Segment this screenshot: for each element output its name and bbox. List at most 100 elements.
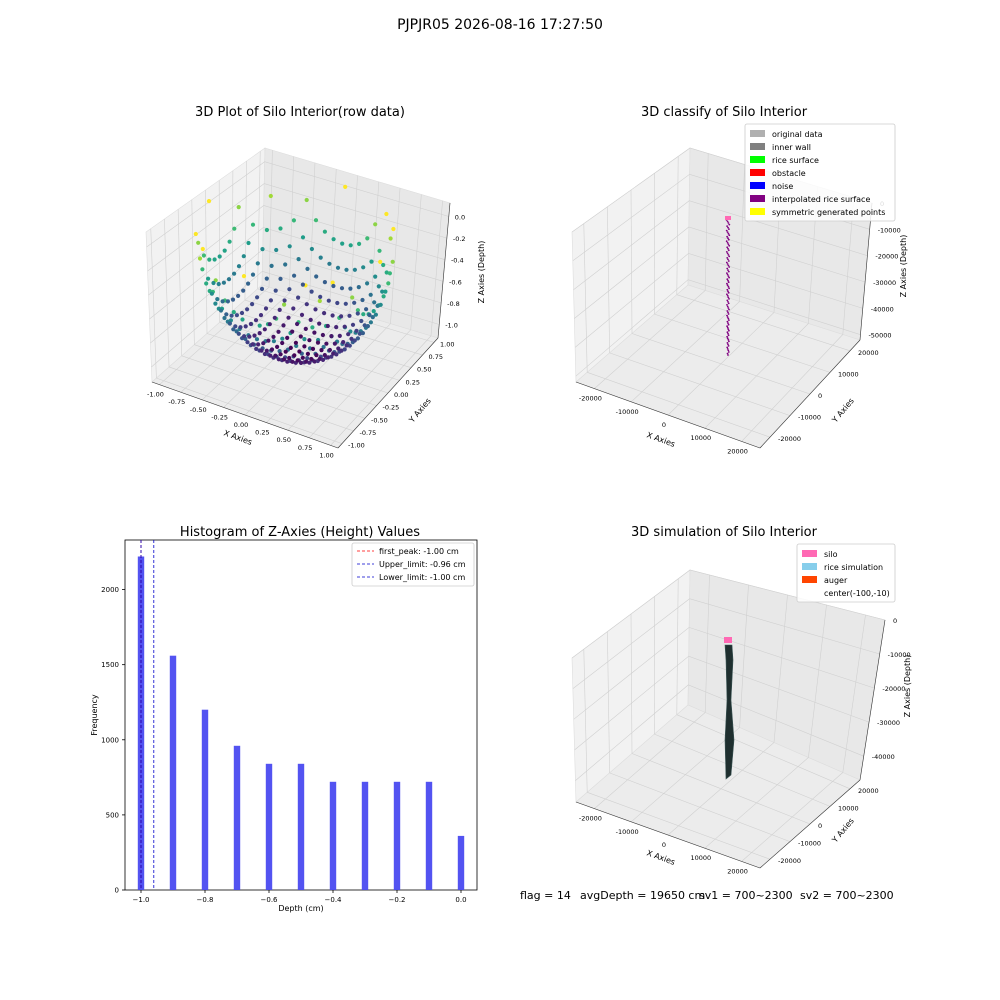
raw-data-point <box>321 344 326 350</box>
histogram-bar <box>361 781 369 890</box>
interpolated-point <box>727 275 730 277</box>
footer-avg-depth: avgDepth = 19650 cm <box>580 889 706 902</box>
histogram-title: Histogram of Z-Axies (Height) Values <box>180 525 420 540</box>
raw-ytick-label: 0.75 <box>429 353 443 361</box>
interpolated-point <box>728 244 731 247</box>
histogram-ytick-label: 0 <box>115 887 119 895</box>
raw-data-point <box>352 267 357 272</box>
classify-grid-y <box>631 333 811 395</box>
raw-grid-y-wall <box>164 218 170 367</box>
raw-data-point <box>215 297 220 302</box>
raw-data-point <box>313 218 319 223</box>
silo-top-marker <box>725 216 731 220</box>
raw-data-point <box>266 338 271 343</box>
raw-data-point <box>242 334 247 339</box>
interpolated-point <box>727 260 730 262</box>
simulation-legend-label: auger <box>824 576 848 585</box>
histogram-xlabel: Depth (cm) <box>278 904 323 913</box>
classify-xlabel: X Axies <box>645 430 676 449</box>
interpolated-point <box>726 314 728 317</box>
raw-xtick-label: 0.25 <box>255 429 269 437</box>
simulation-legend-swatch <box>802 550 817 557</box>
raw-data-point <box>197 256 203 261</box>
raw-data-point <box>348 286 353 291</box>
simulation-ytick-label: 20000 <box>858 787 879 795</box>
raw-grid-y <box>244 299 423 356</box>
interpolated-point <box>727 345 730 347</box>
raw-data-point <box>365 236 370 241</box>
raw-ylabel: Y Axies <box>407 396 433 425</box>
raw-data-point <box>348 243 353 248</box>
raw-data-point <box>285 359 290 364</box>
raw-grid-x-wall <box>410 194 422 330</box>
raw-data-point <box>233 324 238 329</box>
raw-data-point <box>378 302 383 307</box>
raw-data-point <box>347 343 352 348</box>
raw-data-point <box>234 313 239 318</box>
histogram-bar <box>201 709 209 890</box>
histogram-bar <box>457 835 465 890</box>
histogram-xtick-label: −0.4 <box>325 896 343 904</box>
simulation-ztick-label: 0 <box>893 617 897 625</box>
simulation-grid-z <box>571 569 886 659</box>
raw-data-point <box>352 338 357 343</box>
raw-data-point <box>297 349 302 354</box>
raw-xtick-label: 0.00 <box>234 421 248 429</box>
raw-data-point <box>302 344 307 349</box>
raw-data-point <box>241 288 246 293</box>
interpolated-point <box>726 325 728 328</box>
raw-data-point <box>201 253 206 258</box>
raw-data-point <box>371 309 376 314</box>
raw-data-point <box>336 346 341 351</box>
raw-data-point <box>271 334 276 339</box>
interpolated-point <box>726 352 729 355</box>
raw-data-point <box>243 324 248 329</box>
raw-data-point <box>370 315 375 320</box>
interpolated-point <box>728 223 731 226</box>
histogram-legend-frame <box>351 542 475 587</box>
interpolated-point <box>727 351 730 353</box>
raw-data-point <box>362 323 367 328</box>
raw-ztick-label: -0.8 <box>447 300 460 308</box>
raw-data-point <box>350 295 355 300</box>
interpolated-point <box>727 343 729 346</box>
raw-data-point <box>360 331 365 336</box>
raw-ytick-label: 1.00 <box>440 340 454 348</box>
raw-data-point <box>287 244 292 249</box>
interpolated-point <box>726 288 729 291</box>
raw-data-point <box>287 355 292 361</box>
raw-data-point <box>252 333 257 338</box>
interpolated-point <box>726 326 729 329</box>
interpolated-point <box>726 337 729 340</box>
raw-data-title: 3D Plot of Silo Interior(row data) <box>195 105 405 120</box>
raw-data-point <box>356 285 361 290</box>
interpolated-point <box>728 255 731 258</box>
interpolated-point <box>726 348 729 350</box>
simulation-ytick-label: 10000 <box>838 804 859 812</box>
raw-data-point <box>196 240 201 245</box>
interpolated-point <box>727 322 729 324</box>
histogram-ytick-label: 1000 <box>101 736 119 744</box>
interpolated-point <box>727 301 729 303</box>
classify-x-axis-line <box>575 381 761 449</box>
classify-ztick-label: -20000 <box>875 253 898 261</box>
raw-grid-z <box>146 161 449 248</box>
interpolated-point <box>726 293 728 296</box>
raw-data-point <box>312 359 317 364</box>
interpolated-point <box>725 229 728 232</box>
raw-data-point <box>213 301 218 306</box>
interpolated-point <box>726 305 729 308</box>
raw-data-point <box>327 347 332 353</box>
simulation-grid-x-wall <box>773 594 788 743</box>
raw-data-point <box>250 272 256 277</box>
raw-data-point <box>305 356 310 361</box>
simulation-ytick-label: -20000 <box>778 857 801 865</box>
raw-data-point <box>318 294 323 299</box>
raw-data-point <box>281 323 286 328</box>
raw-data-point <box>305 351 310 356</box>
raw-data-point <box>354 328 359 333</box>
simulation-legend: silo rice simulation auger center(-100,-10) <box>796 543 896 603</box>
raw-data-point <box>220 299 225 304</box>
raw-data-point <box>307 338 312 343</box>
raw-data-point <box>245 340 250 345</box>
